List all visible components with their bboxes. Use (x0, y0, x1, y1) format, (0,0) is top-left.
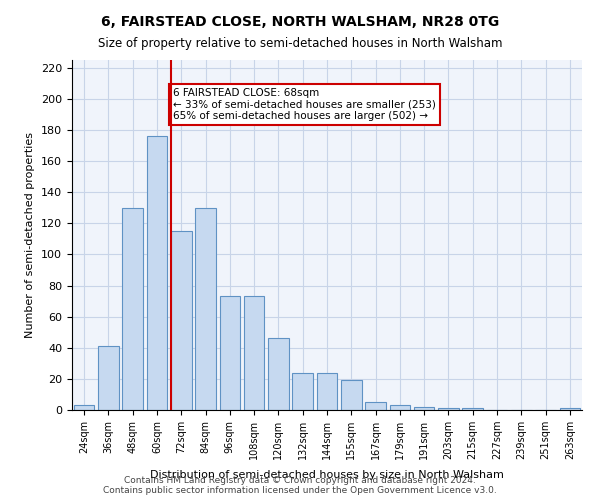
Bar (317, 372, 337, 410)
Bar (98, 346, 119, 410)
Text: Contains HM Land Registry data © Crown copyright and database right 2024.
Contai: Contains HM Land Registry data © Crown c… (103, 476, 497, 495)
Bar (74, 406, 94, 410)
Bar (389, 406, 410, 410)
Bar (220, 296, 240, 410)
Bar (171, 231, 191, 410)
Bar (560, 408, 580, 410)
Bar (341, 380, 362, 410)
Bar (244, 296, 265, 410)
Text: 6 FAIRSTEAD CLOSE: 68sqm
← 33% of semi-detached houses are smaller (253)
65% of : 6 FAIRSTEAD CLOSE: 68sqm ← 33% of semi-d… (173, 88, 436, 121)
Bar (122, 208, 143, 410)
Bar (268, 338, 289, 410)
Bar (195, 208, 216, 410)
Text: Size of property relative to semi-detached houses in North Walsham: Size of property relative to semi-detach… (98, 38, 502, 51)
Bar (146, 136, 167, 410)
Bar (438, 408, 459, 410)
Text: 6, FAIRSTEAD CLOSE, NORTH WALSHAM, NR28 0TG: 6, FAIRSTEAD CLOSE, NORTH WALSHAM, NR28 … (101, 15, 499, 29)
Bar (292, 372, 313, 410)
Y-axis label: Number of semi-detached properties: Number of semi-detached properties (25, 132, 35, 338)
X-axis label: Distribution of semi-detached houses by size in North Walsham: Distribution of semi-detached houses by … (150, 470, 504, 480)
Bar (365, 402, 386, 410)
Bar (414, 407, 434, 410)
Bar (463, 408, 483, 410)
